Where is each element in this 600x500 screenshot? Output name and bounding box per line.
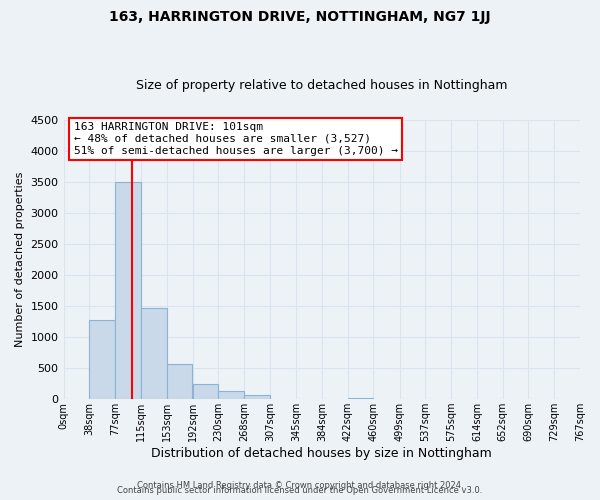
Bar: [244, 395, 269, 399]
Bar: [89, 320, 115, 399]
Text: 163 HARRINGTON DRIVE: 101sqm
← 48% of detached houses are smaller (3,527)
51% of: 163 HARRINGTON DRIVE: 101sqm ← 48% of de…: [74, 122, 398, 156]
Y-axis label: Number of detached properties: Number of detached properties: [15, 172, 25, 347]
Text: Contains public sector information licensed under the Open Government Licence v3: Contains public sector information licen…: [118, 486, 482, 495]
X-axis label: Distribution of detached houses by size in Nottingham: Distribution of detached houses by size …: [151, 447, 492, 460]
Bar: [115, 182, 141, 399]
Bar: [141, 308, 167, 399]
Bar: [347, 398, 373, 399]
Bar: [218, 391, 244, 399]
Bar: [193, 384, 218, 399]
Bar: [167, 364, 192, 399]
Text: 163, HARRINGTON DRIVE, NOTTINGHAM, NG7 1JJ: 163, HARRINGTON DRIVE, NOTTINGHAM, NG7 1…: [109, 10, 491, 24]
Title: Size of property relative to detached houses in Nottingham: Size of property relative to detached ho…: [136, 79, 508, 92]
Text: Contains HM Land Registry data © Crown copyright and database right 2024.: Contains HM Land Registry data © Crown c…: [137, 481, 463, 490]
